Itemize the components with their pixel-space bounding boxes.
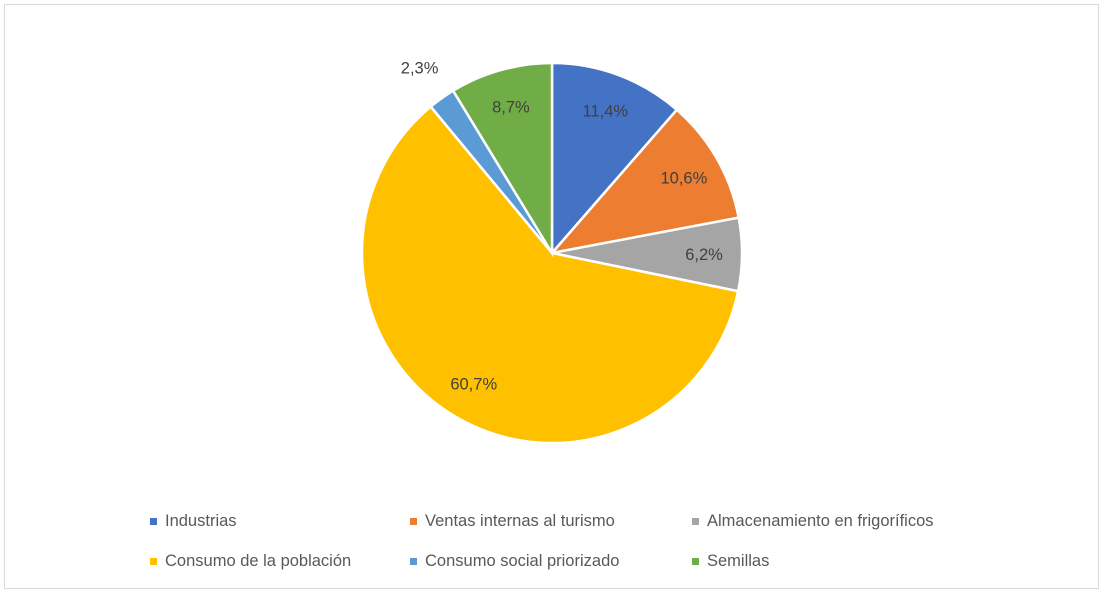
legend-swatch [150,557,157,565]
pie-slice-0 [550,61,679,257]
data-label: 6,2% [685,246,723,264]
legend-label: Consumo social priorizado [425,551,620,570]
pie-slice-5 [451,61,554,258]
data-label: 2,3% [401,59,439,77]
legend-item: Almacenamiento en frigoríficos [692,508,992,534]
legend-item: Ventas internas al turismo [410,508,692,534]
chart-area [4,4,1099,589]
legend-item: Consumo social priorizado [410,548,692,574]
legend-item: Consumo de la población [150,548,410,574]
legend-swatch [692,517,699,525]
pie-slice-3 [360,104,740,445]
legend-item: Industrias [150,508,410,534]
legend-label: Semillas [707,551,770,570]
legend-label: Consumo de la población [165,551,352,570]
legend-label: Industrias [165,511,237,530]
legend: Industrias Ventas internas al turismo Alma… [150,508,990,574]
pie-slice-1 [548,108,741,255]
data-label: 60,7% [450,375,497,393]
legend-swatch [410,517,417,525]
data-label: 8,7% [492,99,530,117]
legend-swatch [692,557,699,565]
legend-item: Semillas [692,548,992,574]
legend-swatch [150,517,157,525]
legend-swatch [410,557,417,565]
data-label: 10,6% [660,169,707,187]
legend-label: Almacenamiento en frigoríficos [707,511,934,530]
legend-label: Ventas internas al turismo [425,511,615,530]
data-label: 11,4% [583,103,629,121]
